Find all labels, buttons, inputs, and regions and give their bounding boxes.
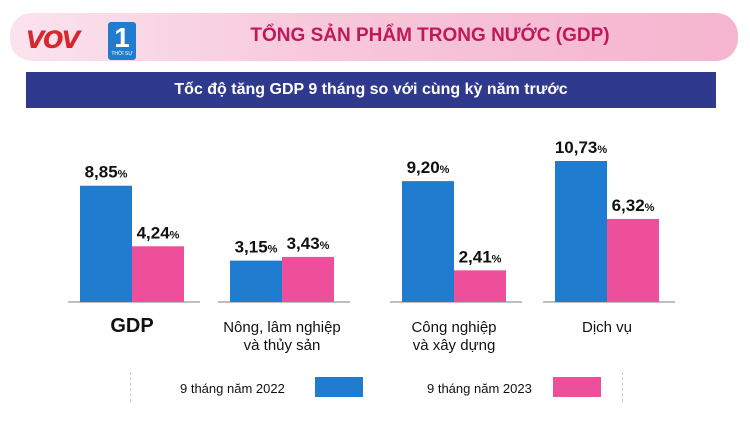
data-label-unit: %: [170, 229, 180, 241]
bar: [80, 185, 132, 302]
data-label-unit: %: [492, 253, 502, 265]
data-label-unit: %: [645, 202, 655, 214]
vov1-logo: VOV 1 THỜI SỰ: [26, 22, 138, 60]
category-label: Dịch vụ: [582, 319, 632, 336]
data-label: 10,73%: [555, 138, 608, 157]
page-title: TỔNG SẢN PHẨM TRONG NƯỚC (GDP): [250, 25, 610, 46]
bar: [454, 270, 506, 302]
legend-swatch-2023: [553, 377, 601, 397]
data-label: 8,85%: [85, 163, 128, 182]
category-label: Công nghiệp: [411, 319, 496, 336]
bar: [132, 246, 184, 302]
legend-divider-right: [622, 372, 623, 402]
logo-badge: 1 THỜI SỰ: [108, 22, 136, 60]
category-label: và thủy sản: [244, 337, 321, 354]
logo-number: 1: [114, 22, 130, 53]
data-label-unit: %: [118, 169, 128, 181]
data-label: 3,15%: [235, 238, 278, 257]
data-label-unit: %: [268, 244, 278, 256]
data-label: 4,24%: [137, 223, 180, 242]
legend-divider-left: [130, 372, 131, 402]
bar: [607, 218, 659, 302]
bar: [282, 256, 334, 302]
category-label: và xây dựng: [413, 337, 496, 354]
logo-subtext: THỜI SỰ: [111, 51, 133, 57]
category-label: Nông, lâm nghiệp: [223, 319, 341, 336]
data-label-unit: %: [597, 144, 607, 156]
data-label: 2,41%: [459, 247, 502, 266]
legend-label-2023: 9 tháng năm 2023: [427, 381, 532, 396]
legend-swatch-2022: [315, 377, 363, 397]
bar: [555, 161, 607, 302]
chart-subtitle: Tốc độ tăng GDP 9 tháng so với cùng kỳ n…: [26, 72, 716, 108]
category-label: GDP: [110, 315, 153, 337]
data-label-unit: %: [320, 240, 330, 252]
data-label: 6,32%: [612, 196, 655, 215]
data-label-unit: %: [440, 164, 450, 176]
logo-text: VOV: [26, 26, 80, 54]
bar: [402, 181, 454, 302]
legend-label-2022: 9 tháng năm 2022: [180, 381, 285, 396]
bar: [230, 260, 282, 302]
data-label: 3,43%: [287, 234, 330, 253]
data-label: 9,20%: [407, 158, 450, 177]
